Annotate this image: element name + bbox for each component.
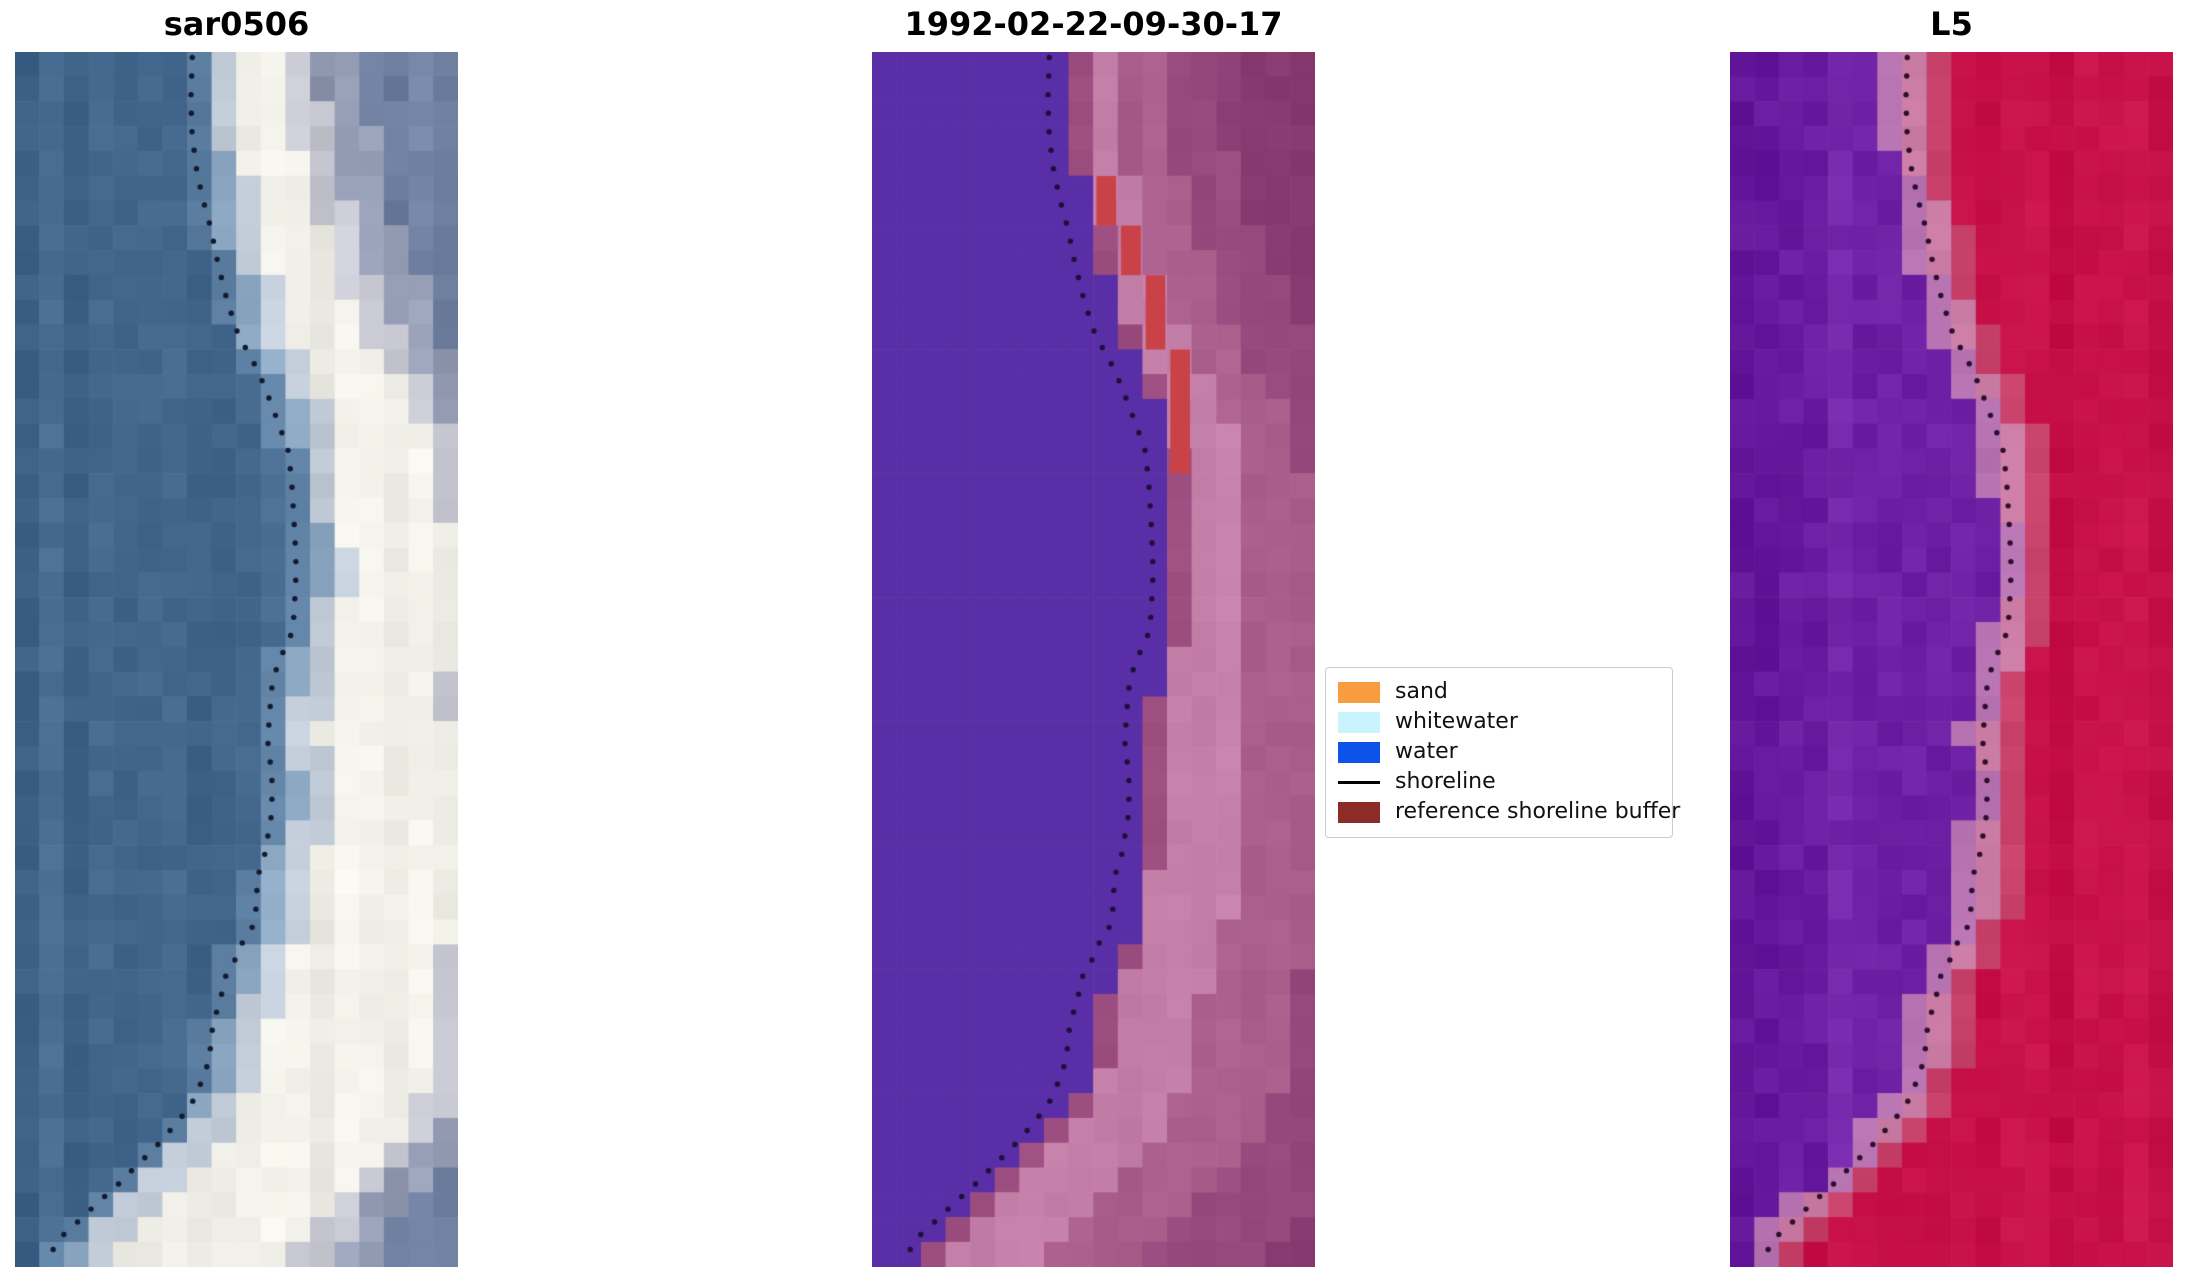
panel-title-sar0506: sar0506 [163, 5, 310, 43]
legend-label-shoreline: shoreline [1395, 769, 1496, 794]
sar0506-satellite-image [15, 52, 458, 1267]
legend-item-water: water [1338, 737, 1660, 767]
legend-label-reference-shoreline-buffer: reference shoreline buffer [1395, 799, 1681, 824]
legend-label-sand: sand [1395, 679, 1448, 704]
legend-item-shoreline: shoreline [1338, 767, 1660, 797]
panel-title-l5: L5 [1930, 5, 1973, 43]
shoreline-line-swatch-icon [1338, 772, 1380, 793]
water-swatch-icon [1338, 741, 1380, 763]
legend-label-water: water [1395, 739, 1458, 764]
classified-image [872, 52, 1315, 1267]
legend: sand whitewater water shoreline referenc… [1325, 667, 1680, 838]
whitewater-swatch-icon [1338, 711, 1380, 733]
legend-item-whitewater: whitewater [1338, 707, 1660, 737]
l5-satellite-image [1730, 52, 2173, 1267]
legend-label-whitewater: whitewater [1395, 709, 1518, 734]
sand-swatch-icon [1338, 681, 1380, 703]
panel-title-classified-date: 1992-02-22-09-30-17 [904, 5, 1283, 43]
reference-shoreline-buffer-swatch-icon [1338, 801, 1380, 823]
legend-item-sand: sand [1338, 677, 1660, 707]
legend-item-reference-shoreline-buffer: reference shoreline buffer [1338, 797, 1680, 827]
